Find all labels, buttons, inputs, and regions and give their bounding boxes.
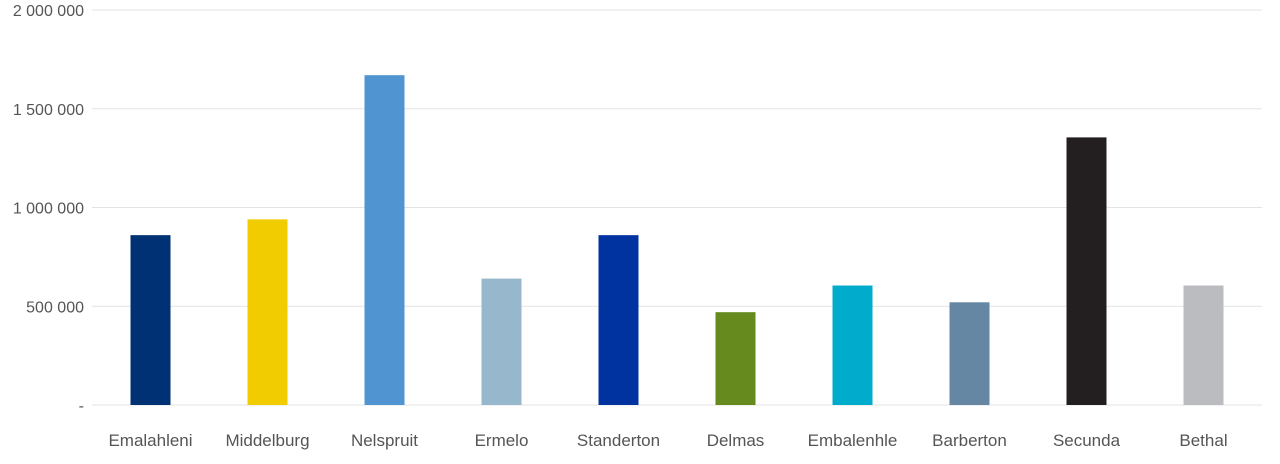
x-tick-label: Barberton bbox=[932, 431, 1007, 450]
bar-bethal bbox=[1183, 285, 1224, 405]
bar-embalenhle bbox=[832, 285, 873, 405]
bar-secunda bbox=[1066, 137, 1107, 405]
bar-layer bbox=[130, 75, 1224, 406]
bar-middelburg bbox=[247, 219, 288, 405]
bar-standerton bbox=[598, 235, 639, 405]
y-tick-label: - bbox=[79, 398, 84, 415]
x-tick-label: Delmas bbox=[707, 431, 765, 450]
y-tick-label: 1 000 000 bbox=[13, 201, 84, 218]
y-tick-label: 500 000 bbox=[26, 299, 84, 316]
x-tick-label: Middelburg bbox=[225, 431, 309, 450]
bar-ermelo bbox=[481, 278, 522, 405]
x-tick-label: Emalahleni bbox=[108, 431, 192, 450]
bar-barberton bbox=[949, 302, 990, 405]
x-tick-label: Embalenhle bbox=[808, 431, 898, 450]
x-tick-label: Nelspruit bbox=[351, 431, 418, 450]
y-tick-label: 1 500 000 bbox=[13, 102, 84, 119]
x-tick-label: Standerton bbox=[577, 431, 660, 450]
bar-delmas bbox=[715, 312, 756, 405]
y-axis-tick-labels: - 500 000 1 000 000 1 500 000 2 000 000 bbox=[13, 3, 84, 415]
x-tick-label: Bethal bbox=[1179, 431, 1227, 450]
x-tick-label: Ermelo bbox=[475, 431, 529, 450]
y-tick-label: 2 000 000 bbox=[13, 3, 84, 20]
x-tick-label: Secunda bbox=[1053, 431, 1121, 450]
bar-nelspruit bbox=[364, 75, 405, 406]
bar-emalahleni bbox=[130, 235, 171, 405]
x-axis-tick-labels: Emalahleni Middelburg Nelspruit Ermelo Stand… bbox=[108, 431, 1227, 450]
